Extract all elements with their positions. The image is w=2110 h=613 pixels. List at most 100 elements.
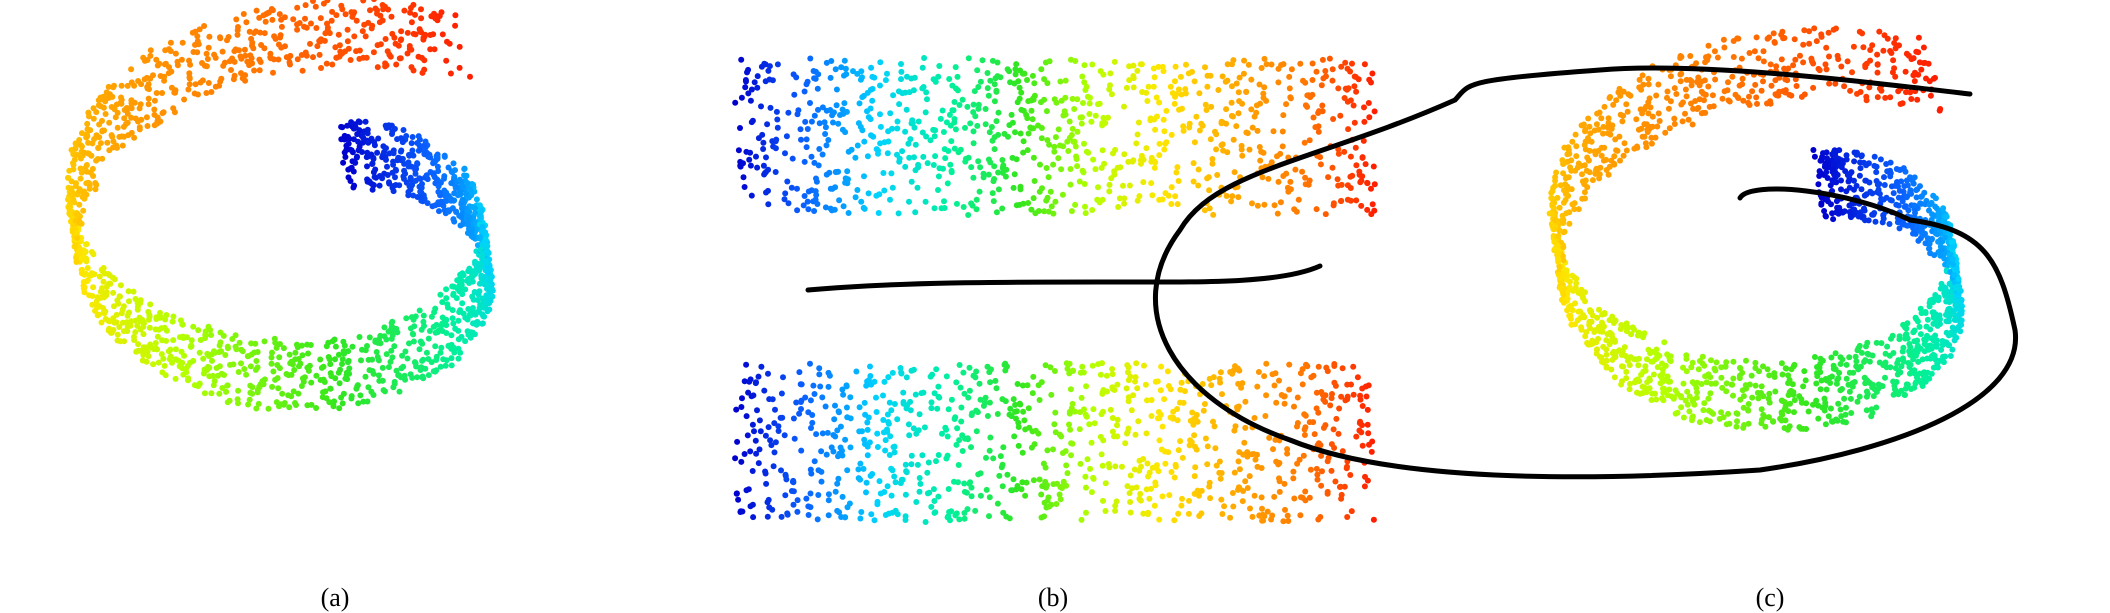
scatter-point <box>789 155 796 162</box>
scatter-point <box>151 111 158 118</box>
scatter-point <box>390 384 397 391</box>
scatter-point <box>1160 116 1167 123</box>
scatter-point <box>368 151 375 158</box>
scatter-point <box>1720 36 1727 43</box>
scatter-point <box>1705 83 1712 90</box>
scatter-point <box>97 288 104 295</box>
scatter-point <box>154 333 161 340</box>
scatter-point <box>116 293 123 300</box>
scatter-point <box>148 344 155 351</box>
scatter-point <box>1066 118 1073 125</box>
scatter-point <box>928 503 935 510</box>
scatter-point <box>1605 115 1612 122</box>
scatter-point <box>790 415 797 422</box>
scatter-point <box>751 428 757 435</box>
scatter-point <box>886 452 893 458</box>
scatter-point <box>1031 441 1038 448</box>
scatter-point <box>462 338 469 345</box>
scatter-point <box>898 369 905 376</box>
scatter-point <box>1190 178 1197 185</box>
scatter-point <box>1251 492 1258 499</box>
scatter-point <box>1358 202 1365 209</box>
scatter-point <box>135 341 142 348</box>
scatter-point <box>808 118 815 125</box>
scatter-point <box>1165 449 1172 456</box>
scatter-point <box>995 186 1002 193</box>
scatter-point <box>961 480 968 487</box>
scatter-point <box>986 399 993 406</box>
scatter-point <box>962 124 968 131</box>
scatter-point <box>920 153 927 160</box>
scatter-point <box>1111 168 1118 175</box>
scatter-point <box>784 511 791 518</box>
scatter-point <box>1177 399 1183 406</box>
scatter-point <box>1161 146 1168 153</box>
scatter-point <box>754 407 760 414</box>
scatter-point <box>1652 390 1658 397</box>
scatter-point <box>1208 103 1215 110</box>
scatter-point <box>831 206 838 213</box>
scatter-point <box>1760 411 1767 418</box>
scatter-point <box>781 196 788 203</box>
scatter-point <box>814 85 821 92</box>
scatter-point <box>1024 382 1031 389</box>
scatter-point <box>887 196 893 203</box>
scatter-point <box>438 9 445 16</box>
scatter-point <box>380 387 387 394</box>
scatter-point <box>86 113 92 120</box>
scatter-point <box>1684 401 1691 408</box>
scatter-point <box>988 366 994 373</box>
scatter-point <box>1709 92 1716 99</box>
scatter-point <box>1611 153 1618 160</box>
scatter-point <box>84 265 91 271</box>
scatter-point <box>217 78 224 85</box>
scatter-point <box>385 328 392 335</box>
scatter-point <box>935 73 942 80</box>
scatter-point <box>269 383 276 390</box>
scatter-point <box>1874 69 1881 76</box>
scatter-point <box>1051 421 1058 428</box>
scatter-point <box>1190 416 1197 422</box>
scatter-point <box>1902 68 1909 75</box>
scatter-point <box>1204 461 1211 468</box>
scatter-point <box>237 53 244 60</box>
scatter-point <box>1348 508 1355 515</box>
scatter-point <box>257 59 264 65</box>
scatter-point <box>336 42 343 49</box>
scatter-point <box>980 402 987 409</box>
scatter-point <box>813 178 820 185</box>
scatter-point <box>1813 397 1820 404</box>
scatter-point <box>359 346 365 353</box>
scatter-point <box>1299 381 1306 388</box>
scatter-point <box>885 420 892 427</box>
scatter-point <box>738 56 745 63</box>
scatter-point <box>403 133 410 139</box>
scatter-point <box>1046 141 1053 148</box>
scatter-point <box>1664 94 1670 101</box>
scatter-point <box>815 162 822 169</box>
scatter-point <box>1628 331 1635 338</box>
scatter-point <box>76 201 83 208</box>
scatter-point <box>747 448 754 455</box>
scatter-point <box>1038 66 1045 73</box>
scatter-point <box>1315 516 1322 523</box>
scatter-point <box>903 106 910 113</box>
scatter-point <box>302 2 309 9</box>
scatter-point <box>1721 44 1728 51</box>
scatter-point <box>369 356 376 363</box>
scatter-point <box>743 487 750 494</box>
scatter-point <box>935 393 942 400</box>
scatter-point <box>948 396 955 403</box>
scatter-point <box>1578 324 1585 331</box>
scatter-point <box>935 452 942 458</box>
scatter-point <box>1636 76 1643 83</box>
scatter-point <box>96 273 103 280</box>
scatter-point <box>436 208 442 215</box>
scatter-point <box>876 478 883 485</box>
scatter-point <box>396 55 403 62</box>
scatter-point <box>162 47 169 54</box>
scatter-point <box>1248 106 1255 113</box>
scatter-point <box>819 151 826 158</box>
scatter-point <box>1318 389 1325 395</box>
scatter-point <box>861 399 868 406</box>
